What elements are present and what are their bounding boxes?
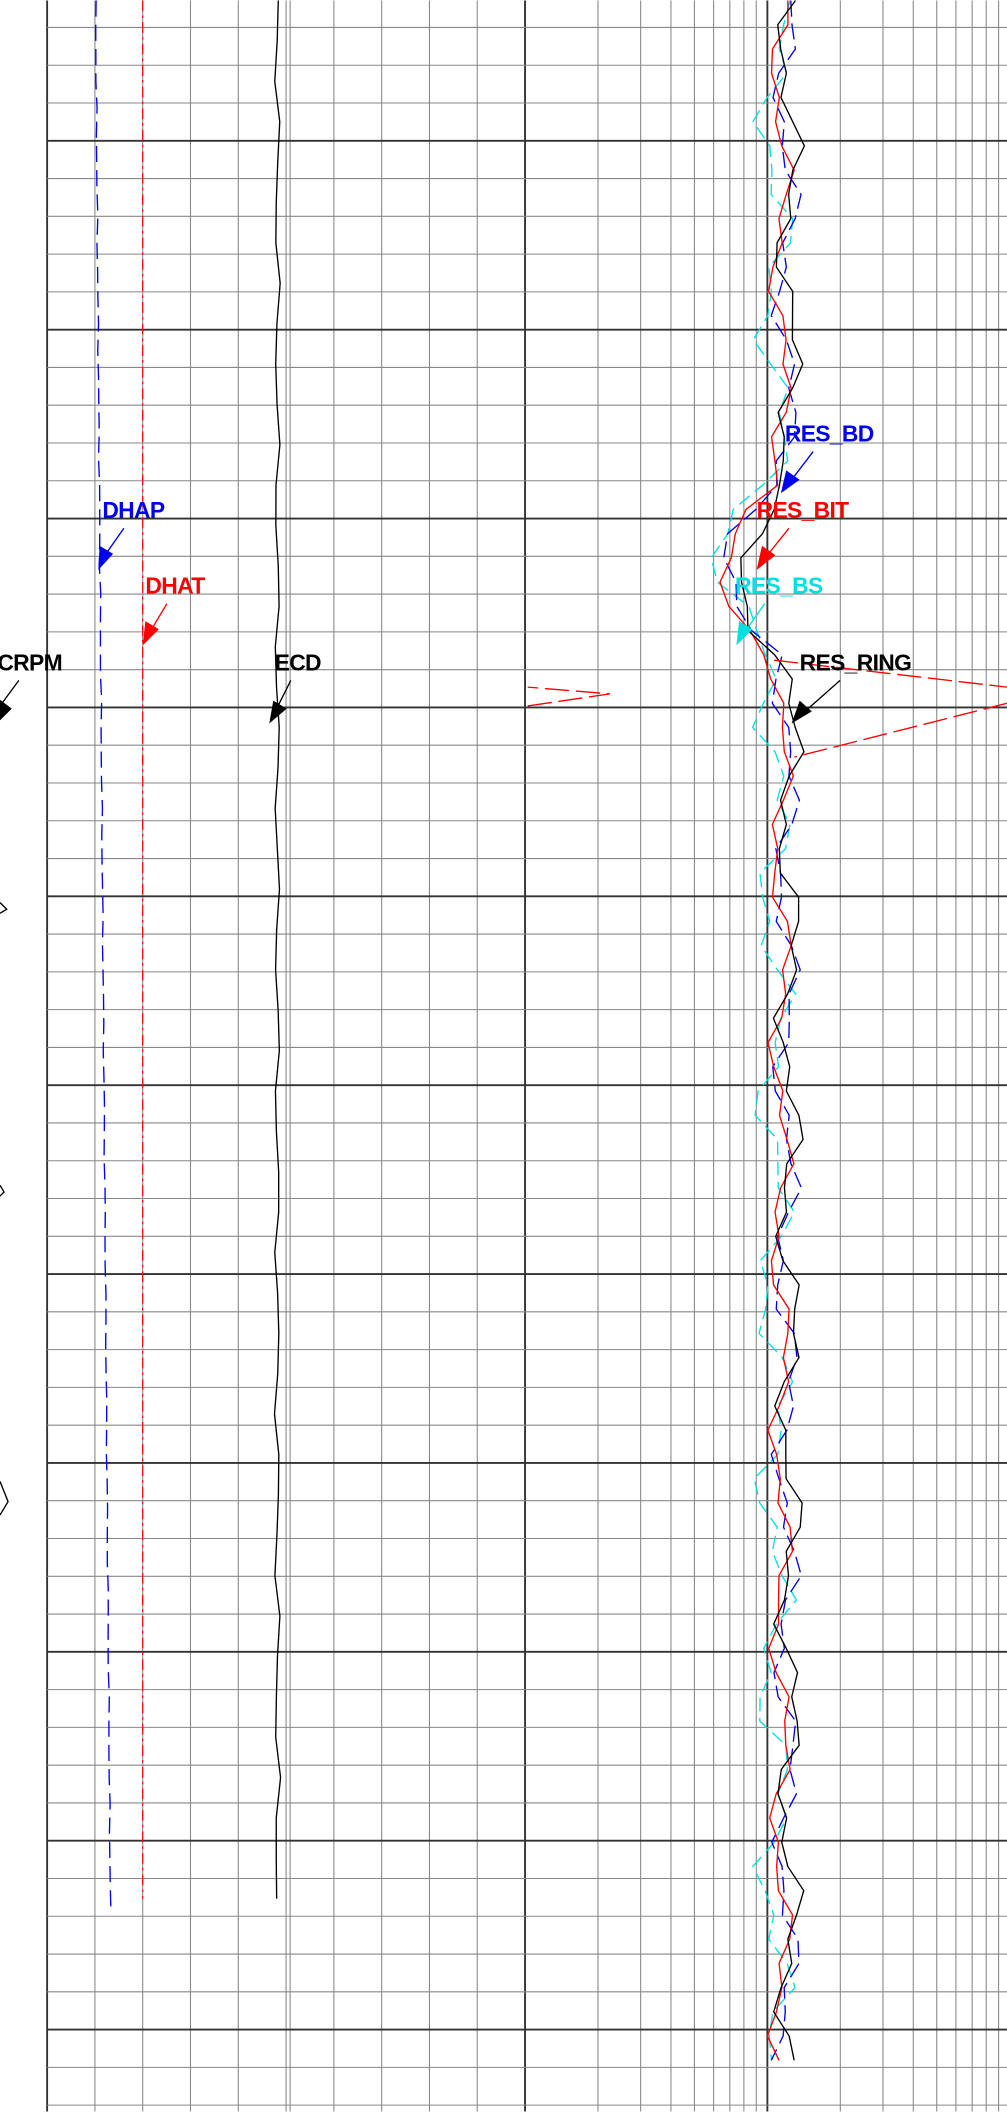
res-ring-curve	[740, 0, 806, 2061]
ecd-curve	[273, 0, 282, 1899]
arrow	[804, 679, 841, 712]
curve-label: RES_RING	[800, 649, 912, 675]
crpm-curve	[0, 902, 9, 1516]
arrow	[766, 527, 790, 556]
arrow	[791, 451, 814, 481]
res-bs-curve	[710, 0, 798, 2061]
curve-label: RES_BS	[735, 573, 823, 599]
arrow-head	[736, 621, 753, 646]
grid	[46, 0, 1007, 2112]
curves	[0, 0, 1007, 2061]
arrow-head	[98, 545, 114, 571]
arrow	[0, 679, 20, 721]
curve-label: DHAP	[102, 497, 165, 523]
arrow-head	[791, 700, 812, 724]
res-bit-curve	[719, 0, 795, 2061]
arrow-head	[756, 545, 776, 571]
arrow	[104, 527, 125, 556]
dhap-curve	[95, 0, 112, 1913]
arrow	[745, 603, 766, 631]
res-bd-curve	[723, 0, 803, 2061]
curve-label: RES_BD	[785, 420, 874, 446]
res-spike	[527, 659, 1007, 758]
arrow	[276, 680, 292, 708]
curve-label: RES_BIT	[757, 497, 850, 523]
arrow-head	[780, 470, 800, 494]
curve-label: ECD	[275, 649, 321, 675]
curve-label: CRPM	[0, 649, 62, 675]
curve-label: DHAT	[145, 573, 205, 599]
arrow-head	[142, 621, 159, 646]
arrow-head	[269, 700, 287, 724]
curve-labels: CRPM ECD DHAP DHAT RES_BD RES_BIT RES_BS…	[0, 420, 912, 724]
